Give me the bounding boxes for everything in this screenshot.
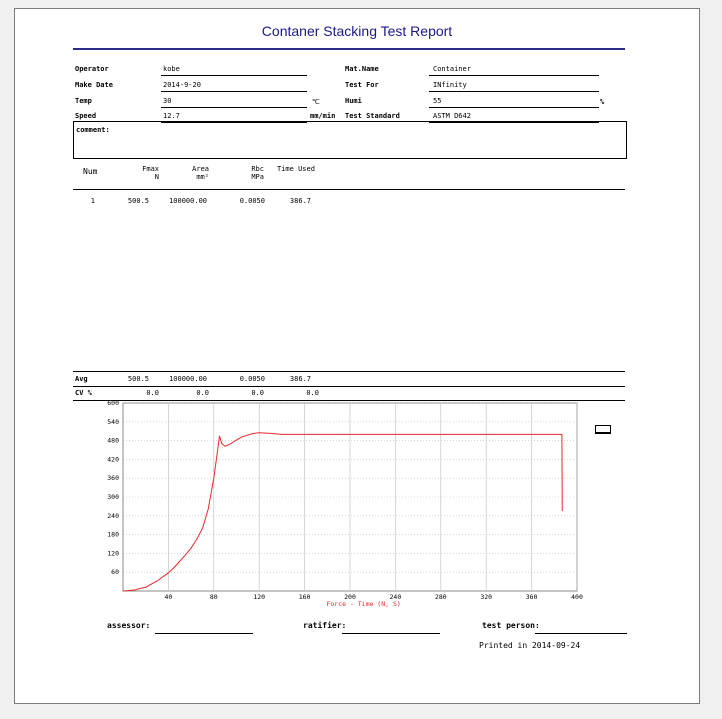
test-for-underline	[429, 91, 599, 92]
header-rule	[73, 189, 625, 190]
y-tick-label: 300	[107, 493, 119, 501]
y-tick-label: 600	[107, 399, 119, 407]
y-tick-label: 180	[107, 531, 119, 539]
rbc-header-label: Rbc	[251, 165, 264, 173]
title-rule	[73, 48, 625, 50]
y-tick-label: 120	[107, 549, 119, 557]
avg-fmax: 500.5	[127, 375, 149, 383]
comment-label: comment:	[76, 126, 110, 134]
ratifier-label: ratifier:	[303, 621, 347, 630]
humi-label: Humi	[345, 97, 362, 105]
speed-label: Speed	[75, 112, 97, 120]
row1-fmax: 500.5	[127, 197, 149, 205]
report-page: Contaner Stacking Test Report Operator k…	[14, 8, 700, 704]
temp-value: 30	[163, 97, 172, 105]
rbc-header: Rbc MPa	[230, 165, 264, 181]
speed-value: 12.7	[163, 112, 180, 120]
x-tick-label: 80	[210, 593, 218, 601]
test-person-label: test person:	[482, 621, 540, 630]
temp-unit: ℃	[312, 98, 320, 106]
x-axis-label: Force - Time (N, S)	[326, 600, 400, 608]
test-for-value: INfinity	[433, 81, 467, 89]
x-tick-label: 320	[480, 593, 492, 601]
y-tick-label: 420	[107, 455, 119, 463]
cv-bottom-rule	[73, 400, 625, 401]
area-header-unit: mm²	[196, 173, 209, 181]
y-tick-label: 540	[107, 418, 119, 426]
humi-underline	[429, 107, 599, 108]
test-standard-label: Test Standard	[345, 112, 400, 120]
cv-time: 0.0	[306, 389, 319, 397]
avg-top-rule	[73, 371, 625, 372]
speed-unit: mm/min	[310, 112, 336, 120]
mat-name-value: Container	[433, 65, 471, 73]
temp-label: Temp	[75, 97, 92, 105]
mat-name-underline	[429, 75, 599, 76]
fmax-header: Fmax N	[125, 165, 159, 181]
area-header-label: Area	[192, 165, 209, 173]
time-used-header: Time Used	[277, 165, 315, 173]
row1-time: 386.7	[289, 197, 311, 205]
cv-area: 0.0	[196, 389, 209, 397]
y-tick-label: 240	[107, 512, 119, 520]
y-tick-label: 360	[107, 474, 119, 482]
rbc-header-unit: MPa	[251, 173, 264, 181]
avg-label: Avg	[75, 375, 88, 383]
test-person-signature-line[interactable]	[535, 633, 627, 634]
avg-time: 386.7	[289, 375, 311, 383]
make-date-value: 2014-9-20	[163, 81, 201, 89]
operator-underline	[161, 75, 307, 76]
make-date-underline	[161, 91, 307, 92]
cv-label: CV %	[75, 389, 92, 397]
avg-area: 100000.00	[169, 375, 207, 383]
area-header: Area mm²	[175, 165, 209, 181]
force-time-series-line	[122, 432, 563, 592]
test-for-label: Test For	[345, 81, 379, 89]
assessor-signature-line[interactable]	[155, 633, 253, 634]
make-date-label: Make Date	[75, 81, 113, 89]
x-tick-label: 40	[164, 593, 172, 601]
cv-fmax: 0.0	[146, 389, 159, 397]
x-tick-label: 160	[299, 593, 311, 601]
printed-date: Printed in 2014-09-24	[479, 641, 581, 650]
row1-num: 1	[90, 197, 95, 205]
x-tick-label: 200	[344, 593, 356, 601]
row1-area: 100000.00	[169, 197, 207, 205]
assessor-label: assessor:	[107, 621, 151, 630]
mat-name-label: Mat.Name	[345, 65, 379, 73]
test-standard-value: ASTM D642	[433, 112, 471, 120]
x-tick-label: 360	[526, 593, 538, 601]
test-standard-underline	[429, 122, 599, 123]
operator-label: Operator	[75, 65, 109, 73]
fmax-header-label: Fmax	[142, 165, 159, 173]
num-header: Num	[83, 167, 98, 176]
ratifier-signature-line[interactable]	[342, 633, 440, 634]
y-tick-label: 60	[111, 568, 119, 576]
row1-rbc: 0.0050	[239, 197, 265, 205]
force-time-chart: 60 120 180 240 300 360 420 480 540 600 40 80 120 160 2…	[107, 399, 583, 608]
legend-marker	[595, 425, 611, 434]
cv-rbc: 0.0	[251, 389, 264, 397]
humi-value: 55	[433, 97, 442, 105]
operator-value: kobe	[163, 65, 180, 73]
x-tick-label: 240	[390, 593, 402, 601]
comment-box	[73, 121, 627, 159]
avg-bottom-rule	[73, 386, 625, 387]
x-tick-label: 400	[571, 593, 583, 601]
humi-unit: %	[600, 98, 605, 106]
avg-rbc: 0.0050	[239, 375, 265, 383]
speed-underline	[161, 122, 307, 123]
y-tick-label: 480	[107, 437, 119, 445]
x-tick-label: 280	[435, 593, 447, 601]
temp-underline	[161, 107, 307, 108]
fmax-header-unit: N	[154, 173, 159, 181]
x-tick-label: 120	[253, 593, 265, 601]
report-title: Contaner Stacking Test Report	[261, 23, 453, 39]
